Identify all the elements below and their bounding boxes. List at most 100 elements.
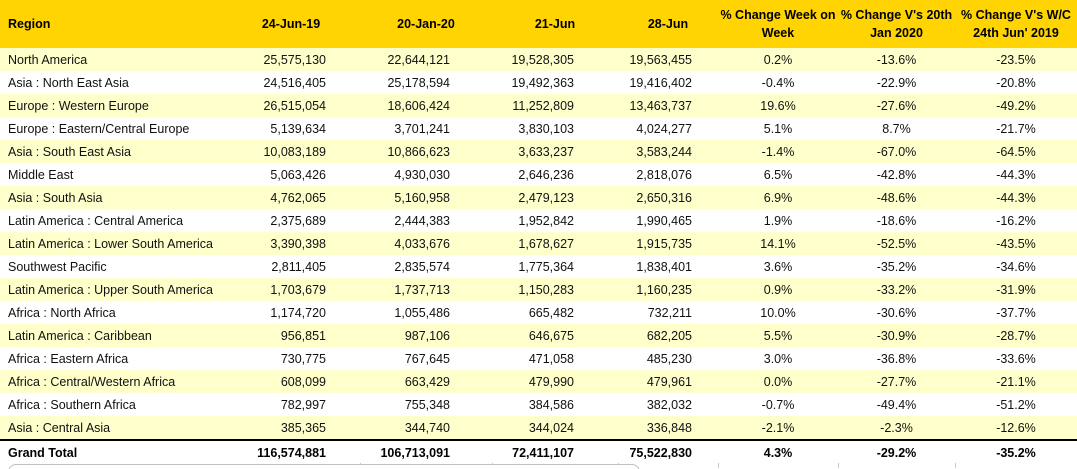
cell-v4[interactable]: 1,915,735 — [618, 232, 718, 255]
cell-v4[interactable]: 336,848 — [618, 416, 718, 440]
cell-v2[interactable]: 2,444,383 — [360, 209, 492, 232]
cell-pct_jan[interactable]: -2.3% — [838, 416, 955, 440]
cell-v4[interactable]: 19,416,402 — [618, 71, 718, 94]
cell-pct_wc[interactable]: -33.6% — [955, 347, 1077, 370]
cell-v4[interactable]: 485,230 — [618, 347, 718, 370]
cell-pct_wc[interactable]: -44.3% — [955, 186, 1077, 209]
cell-v4[interactable]: 2,650,316 — [618, 186, 718, 209]
cell-v3[interactable]: 646,675 — [492, 324, 618, 347]
cell-pct_wc[interactable]: -51.2% — [955, 393, 1077, 416]
cell-v1[interactable]: 25,575,130 — [222, 48, 360, 71]
cell-v2[interactable]: 3,701,241 — [360, 117, 492, 140]
cell-pct_wc[interactable]: -37.7% — [955, 301, 1077, 324]
cell-pct_wow[interactable]: 5.5% — [718, 324, 838, 347]
cell-pct_wow[interactable]: 5.1% — [718, 117, 838, 140]
cell-v4[interactable]: 732,211 — [618, 301, 718, 324]
cell-pct_wc[interactable]: -49.2% — [955, 94, 1077, 117]
cell-v3[interactable]: 3,830,103 — [492, 117, 618, 140]
cell-v2[interactable]: 4,930,030 — [360, 163, 492, 186]
cell-pct_wow[interactable]: 19.6% — [718, 94, 838, 117]
cell-v4[interactable]: 1,160,235 — [618, 278, 718, 301]
cell-v2[interactable]: 18,606,424 — [360, 94, 492, 117]
cell-v2[interactable]: 106,713,091 — [360, 439, 492, 465]
cell-pct_jan[interactable]: -30.9% — [838, 324, 955, 347]
cell-pct_wow[interactable]: 14.1% — [718, 232, 838, 255]
cell-pct_jan[interactable]: -33.2% — [838, 278, 955, 301]
cell-region[interactable]: Africa : Southern Africa — [0, 393, 222, 416]
cell-pct_wow[interactable]: -0.7% — [718, 393, 838, 416]
header-pct-week-on-week[interactable]: % Change Week on Week — [718, 0, 838, 48]
header-24-jun-19[interactable]: 24-Jun-19 — [222, 0, 360, 48]
cell-pct_wc[interactable]: -44.3% — [955, 163, 1077, 186]
header-28-jun[interactable]: 28-Jun — [618, 0, 718, 48]
cell-v1[interactable]: 956,851 — [222, 324, 360, 347]
cell-v3[interactable]: 344,024 — [492, 416, 618, 440]
cell-pct_wc[interactable]: -21.1% — [955, 370, 1077, 393]
cell-v3[interactable]: 2,646,236 — [492, 163, 618, 186]
cell-pct_jan[interactable]: -52.5% — [838, 232, 955, 255]
cell-pct_wow[interactable]: -2.1% — [718, 416, 838, 440]
cell-v2[interactable]: 4,033,676 — [360, 232, 492, 255]
cell-pct_wc[interactable]: -31.9% — [955, 278, 1077, 301]
cell-v3[interactable]: 3,633,237 — [492, 140, 618, 163]
cell-v2[interactable]: 344,740 — [360, 416, 492, 440]
cell-v2[interactable]: 25,178,594 — [360, 71, 492, 94]
cell-region[interactable]: Asia : South Asia — [0, 186, 222, 209]
cell-pct_wow[interactable]: 3.0% — [718, 347, 838, 370]
cell-region[interactable]: Latin America : Caribbean — [0, 324, 222, 347]
cell-pct_jan[interactable]: -27.7% — [838, 370, 955, 393]
cell-v4[interactable]: 3,583,244 — [618, 140, 718, 163]
cell-v3[interactable]: 1,775,364 — [492, 255, 618, 278]
cell-v3[interactable]: 72,411,107 — [492, 439, 618, 465]
cell-pct_jan[interactable]: 8.7% — [838, 117, 955, 140]
header-20-jan-20[interactable]: 20-Jan-20 — [360, 0, 492, 48]
cell-v1[interactable]: 1,703,679 — [222, 278, 360, 301]
cell-region[interactable]: Africa : Eastern Africa — [0, 347, 222, 370]
cell-v4[interactable]: 75,522,830 — [618, 439, 718, 465]
cell-v4[interactable]: 19,563,455 — [618, 48, 718, 71]
cell-v1[interactable]: 3,390,398 — [222, 232, 360, 255]
cell-pct_jan[interactable]: -35.2% — [838, 255, 955, 278]
cell-v3[interactable]: 11,252,809 — [492, 94, 618, 117]
cell-v2[interactable]: 1,055,486 — [360, 301, 492, 324]
cell-region[interactable]: Europe : Eastern/Central Europe — [0, 117, 222, 140]
cell-pct_wow[interactable]: -1.4% — [718, 140, 838, 163]
cell-v3[interactable]: 665,482 — [492, 301, 618, 324]
cell-pct_jan[interactable]: -36.8% — [838, 347, 955, 370]
header-21-jun[interactable]: 21-Jun — [492, 0, 618, 48]
cell-region[interactable]: Europe : Western Europe — [0, 94, 222, 117]
cell-pct_wow[interactable]: -0.4% — [718, 71, 838, 94]
cell-v1[interactable]: 2,811,405 — [222, 255, 360, 278]
cell-pct_wc[interactable]: -28.7% — [955, 324, 1077, 347]
cell-pct_wow[interactable]: 0.2% — [718, 48, 838, 71]
header-region[interactable]: Region — [0, 0, 222, 48]
cell-region[interactable]: Asia : North East Asia — [0, 71, 222, 94]
cell-v2[interactable]: 5,160,958 — [360, 186, 492, 209]
cell-v3[interactable]: 471,058 — [492, 347, 618, 370]
cell-v1[interactable]: 1,174,720 — [222, 301, 360, 324]
cell-pct_jan[interactable]: -67.0% — [838, 140, 955, 163]
cell-v1[interactable]: 5,139,634 — [222, 117, 360, 140]
cell-pct_jan[interactable]: -22.9% — [838, 71, 955, 94]
cell-v1[interactable]: 10,083,189 — [222, 140, 360, 163]
cell-region[interactable]: Latin America : Lower South America — [0, 232, 222, 255]
cell-pct_wc[interactable]: -34.6% — [955, 255, 1077, 278]
cell-v4[interactable]: 479,961 — [618, 370, 718, 393]
cell-pct_wc[interactable]: -64.5% — [955, 140, 1077, 163]
cell-v3[interactable]: 479,990 — [492, 370, 618, 393]
header-pct-vs-wc-24-jun[interactable]: % Change V's W/C 24th Jun' 2019 — [955, 0, 1077, 48]
cell-pct_wow[interactable]: 10.0% — [718, 301, 838, 324]
cell-v4[interactable]: 682,205 — [618, 324, 718, 347]
cell-region[interactable]: Asia : South East Asia — [0, 140, 222, 163]
cell-region[interactable]: Southwest Pacific — [0, 255, 222, 278]
cell-v2[interactable]: 755,348 — [360, 393, 492, 416]
cell-pct_wc[interactable]: -43.5% — [955, 232, 1077, 255]
cell-v3[interactable]: 1,150,283 — [492, 278, 618, 301]
cell-v4[interactable]: 4,024,277 — [618, 117, 718, 140]
cell-pct_wow[interactable]: 6.9% — [718, 186, 838, 209]
cell-region[interactable]: Latin America : Central America — [0, 209, 222, 232]
cell-pct_wow[interactable]: 0.9% — [718, 278, 838, 301]
cell-v1[interactable]: 2,375,689 — [222, 209, 360, 232]
cell-pct_wc[interactable]: -20.8% — [955, 71, 1077, 94]
cell-v4[interactable]: 13,463,737 — [618, 94, 718, 117]
